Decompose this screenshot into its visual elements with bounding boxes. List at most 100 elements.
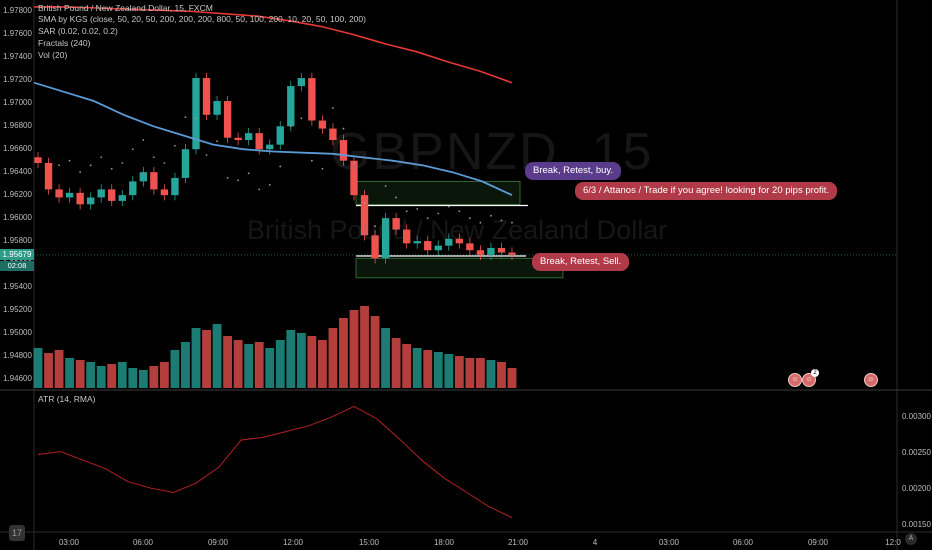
price-tick-label: 1.96000 (3, 213, 32, 223)
candle-body (402, 229, 411, 244)
candle-body (381, 218, 390, 259)
fractals-legend[interactable]: Fractals (240) (38, 38, 91, 48)
idea-note[interactable]: 6/3 / Attanos / Trade if you agree! look… (575, 182, 838, 200)
candle-body (160, 189, 169, 196)
sar-dot (310, 159, 313, 162)
volume-bar (339, 318, 348, 388)
candle-body (76, 192, 84, 205)
sma-50-line (33, 81, 513, 196)
price-tick-label: 1.97800 (3, 6, 32, 16)
volume-bar (265, 348, 275, 388)
price-tick-label: 1.95000 (3, 327, 32, 337)
volume-bar (412, 348, 422, 388)
candle-body (55, 189, 63, 198)
sar-dot (68, 159, 71, 162)
sell-note[interactable]: Break, Retest, Sell. (532, 253, 630, 271)
sar-dot (216, 140, 218, 143)
sar-dot (174, 144, 176, 147)
tradingview-logo[interactable]: 17 (9, 525, 25, 541)
price-tick-label: 1.97200 (3, 75, 32, 85)
volume-bar (75, 360, 85, 388)
candle-body (371, 235, 379, 259)
volume-bar (328, 328, 338, 388)
candle-body (445, 238, 453, 246)
sar-dot (184, 116, 187, 118)
candle-body (287, 86, 295, 127)
sar-legend[interactable]: SAR (0.02, 0.02, 0.2) (38, 26, 118, 36)
sar-dot (416, 208, 419, 210)
sar-dot (152, 156, 155, 159)
current-price-badge: 1.95679 (0, 249, 34, 260)
candle-body (424, 241, 432, 251)
sar-dot (237, 179, 240, 182)
sar-dot (268, 183, 271, 186)
price-tick-label: 1.96200 (3, 190, 32, 200)
sma-legend[interactable]: SMA by KGS (close, 50, 20, 50, 200, 200,… (38, 14, 366, 24)
buy-note[interactable]: Break, Retest, buy. (525, 162, 622, 180)
watermark-description: British Pound / New Zealand Dollar (247, 215, 668, 245)
volume-bar (191, 328, 201, 388)
volume-bar (296, 333, 306, 388)
auto-scale-button[interactable]: A (905, 533, 917, 545)
sar-dot (79, 171, 82, 174)
volume-bar (275, 340, 285, 388)
sar-dot (195, 117, 197, 120)
sar-dot (247, 172, 250, 175)
candle-body (129, 181, 137, 196)
event-icon[interactable]: ☺ (864, 373, 878, 387)
sma-200-line (34, 6, 513, 84)
candle-body (350, 160, 358, 196)
volume-bar (454, 356, 464, 388)
volume-bar (475, 358, 485, 388)
volume-bar (370, 316, 380, 388)
sar-dot (258, 188, 261, 191)
atr-tick-label: 0.00250 (902, 448, 931, 458)
candle-body (213, 101, 221, 115)
sar-dot (332, 107, 334, 109)
candle-body (181, 149, 190, 178)
candle-body (339, 140, 348, 161)
volume-bar (96, 366, 106, 388)
volume-bar (149, 366, 159, 388)
sar-dot (426, 217, 429, 220)
candle-body (118, 195, 126, 201)
volume-bar (465, 358, 475, 388)
candle-body (476, 250, 485, 255)
price-tick-label: 1.96400 (3, 167, 32, 177)
candle-body (413, 241, 421, 244)
candle-body (255, 133, 263, 150)
volume-legend[interactable]: Vol (20) (38, 50, 68, 60)
volume-bar (497, 362, 506, 388)
candle-body (150, 172, 158, 190)
candle-body (297, 78, 306, 87)
candle-body (139, 172, 148, 182)
atr-tick-label: 0.00300 (902, 412, 931, 422)
candle-body (266, 144, 274, 150)
candle-body (234, 137, 242, 141)
time-tick-label: 09:00 (207, 538, 229, 547)
sar-dot (374, 225, 376, 228)
atr-legend[interactable]: ATR (14, RMA) (38, 394, 96, 404)
candle-body (97, 189, 105, 198)
time-tick-label: 03:00 (658, 538, 680, 547)
candle-body (308, 78, 316, 121)
time-tick-label: 06:00 (732, 538, 754, 547)
symbol-legend[interactable]: British Pound / New Zealand Dollar, 15, … (38, 3, 213, 13)
volume-bar (360, 306, 369, 388)
event-icon[interactable]: ☺ (788, 373, 802, 387)
sar-dot (500, 219, 503, 222)
candle-body (466, 243, 474, 251)
sar-dot (110, 167, 113, 170)
volume-bar (107, 364, 117, 388)
volume-bar (486, 360, 496, 388)
candle-body (360, 195, 369, 236)
sar-dot (437, 212, 440, 215)
time-tick-label: 12:00 (282, 538, 304, 547)
time-tick-label: 21:00 (507, 538, 529, 547)
candle-body (508, 252, 516, 255)
price-tick-label: 1.95800 (3, 236, 32, 246)
buy-zone-box (355, 180, 521, 205)
volume-bar (233, 340, 243, 388)
sar-dot (384, 185, 387, 187)
